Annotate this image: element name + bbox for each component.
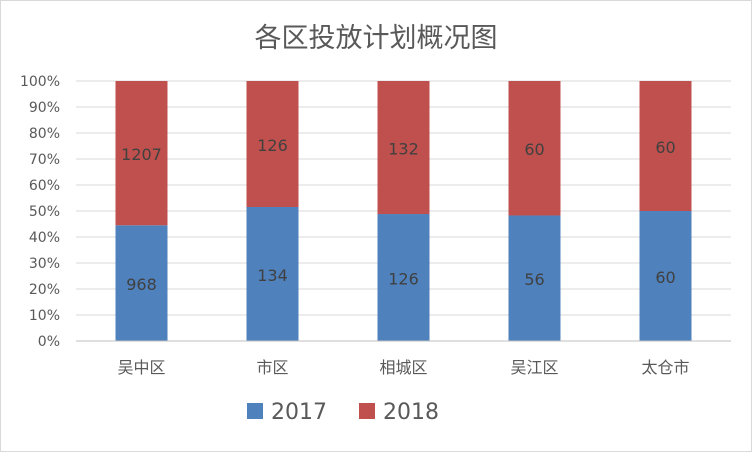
y-tick-label: 80% [29,126,60,142]
legend-swatch-2017 [247,403,263,419]
y-tick-label: 50% [29,204,60,220]
bar-2018-2 [377,81,430,215]
data-label-2017: 60 [655,268,675,287]
y-tick-label: 0% [38,334,60,350]
bar-2017-2 [377,214,430,341]
x-tick-label: 吴江区 [510,358,558,377]
legend-label-2017: 2017 [271,400,327,425]
x-tick-label: 太仓市 [641,358,689,377]
bar-2017-3 [508,215,561,341]
x-tick-label: 吴中区 [117,358,165,377]
data-label-2018: 60 [524,140,544,159]
data-label-2017: 126 [388,270,419,289]
y-tick-label: 60% [29,178,60,194]
bar-2017-0 [115,225,168,341]
data-label-2017: 134 [257,266,288,285]
x-tick-label: 相城区 [379,358,427,377]
bar-2018-0 [115,81,168,226]
x-axis: 吴中区 市区 相城区 吴江区 太仓市 [76,340,731,377]
y-tick-label: 10% [29,308,60,324]
bar-2017-4 [639,211,692,341]
y-tick-label: 20% [29,282,60,298]
y-tick-label: 40% [29,230,60,246]
data-label-2018: 126 [257,136,288,155]
y-tick-label: 70% [29,152,60,168]
data-label-2017: 56 [524,270,544,289]
data-label-2018: 60 [655,138,675,157]
x-tick-label: 市区 [256,358,288,377]
legend-swatch-2018 [359,403,375,419]
bar-2017-1 [246,207,299,341]
bars: 968 1207 134 126 126 132 56 60 60 60 [115,81,692,341]
legend-label-2018: 2018 [383,400,439,425]
chart-title: 各区投放计划概况图 [255,23,498,54]
bar-2018-3 [508,81,561,216]
data-label-2018: 1207 [121,145,162,164]
data-label-2017: 968 [126,275,157,294]
data-label-2018: 132 [388,140,419,159]
y-tick-label: 100% [20,74,60,90]
legend: 2017 2018 [247,400,439,425]
y-tick-label: 30% [29,256,60,272]
bar-2018-4 [639,81,692,211]
bar-2018-1 [246,81,299,207]
y-tick-label: 90% [29,100,60,116]
